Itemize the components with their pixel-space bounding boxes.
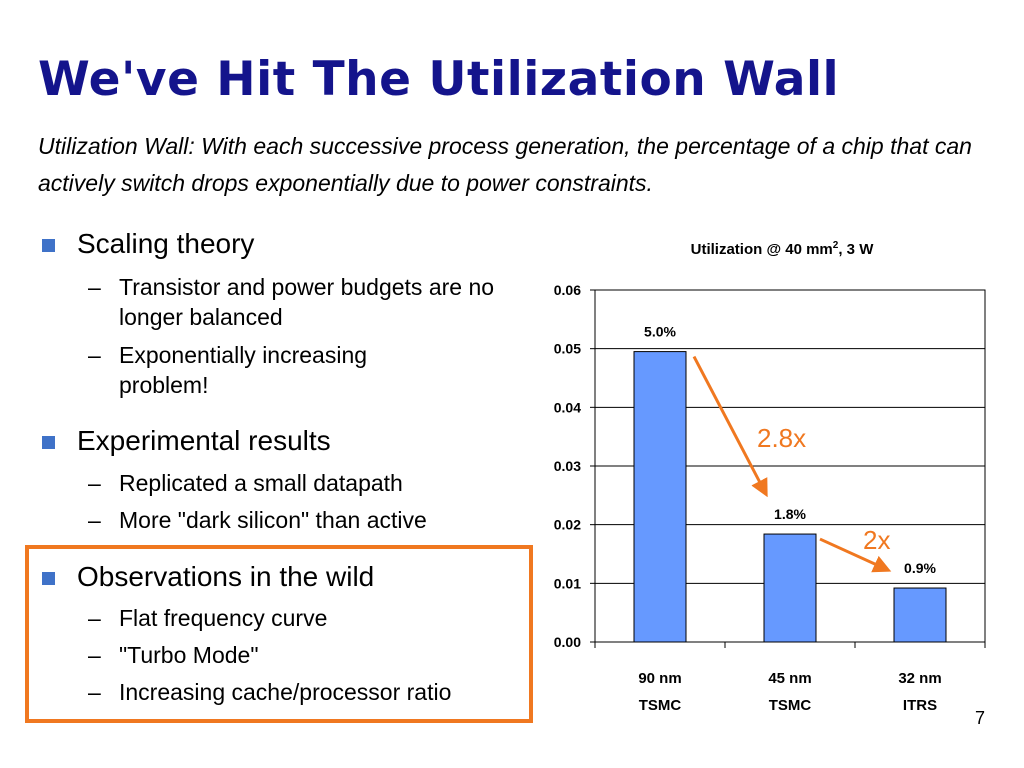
bullet-label: Scaling theory: [77, 228, 255, 259]
bullet-label: Observations in the wild: [77, 561, 375, 592]
sub-bullet-text: Exponentially increasing problem!: [119, 342, 368, 398]
chart-svg: Utilization @ 40 mm2, 3 W 0.00 0.01 0.02 0.0…: [554, 240, 986, 714]
sub-bullet-text: Increasing cache/processor ratio: [119, 679, 452, 705]
x-tick-label: 90 nm: [638, 670, 681, 687]
arrow-annotation: [819, 537, 892, 573]
page-number: 7: [975, 708, 986, 728]
dash-icon: –: [88, 642, 101, 668]
dash-icon: –: [88, 274, 101, 300]
y-tick-label: 0.02: [554, 517, 581, 533]
data-label: 5.0%: [644, 324, 676, 340]
bullet-square-icon: [42, 436, 55, 449]
x-tick-label: 32 nm: [898, 670, 941, 687]
x-tick-label: 45 nm: [768, 670, 811, 687]
slide-subtitle: Utilization Wall: With each successive p…: [38, 133, 972, 196]
chart-title: Utilization @ 40 mm2, 3 W: [691, 240, 875, 258]
y-tick-label: 0.00: [554, 634, 581, 650]
highlight-box: [25, 545, 533, 723]
bar: [633, 351, 687, 643]
y-tick-label: 0.06: [554, 282, 581, 298]
bar: [893, 587, 947, 643]
sub-bullet-text: Replicated a small datapath: [119, 470, 403, 496]
x-tick-sublabel: ITRS: [903, 697, 937, 714]
x-tick-sublabel: TSMC: [769, 697, 812, 714]
slide-title: We've Hit The Utilization Wall: [38, 52, 840, 107]
arrow-annotation: [692, 355, 768, 498]
dash-icon: –: [88, 679, 101, 705]
bullet-square-icon: [42, 239, 55, 252]
data-label: 0.9%: [904, 560, 936, 576]
y-tick-label: 0.05: [554, 341, 581, 357]
sub-bullet-text: "Turbo Mode": [119, 642, 259, 668]
sub-bullet-text: Flat frequency curve: [119, 605, 328, 631]
bullet-label: Experimental results: [77, 425, 331, 456]
annotation-label: 2x: [863, 525, 890, 555]
x-tick-sublabel: TSMC: [639, 697, 682, 714]
dash-icon: –: [88, 507, 101, 533]
bar: [763, 533, 817, 643]
utilization-chart: Utilization @ 40 mm2, 3 W 0.00 0.01 0.02 0.0…: [520, 225, 1020, 725]
annotation-label: 2.8x: [757, 423, 806, 453]
dash-icon: –: [88, 470, 101, 496]
dash-icon: –: [88, 342, 101, 368]
sub-bullet-text: Transistor and power budgets are no long…: [119, 274, 495, 330]
y-tick-label: 0.04: [554, 399, 581, 415]
dash-icon: –: [88, 605, 101, 631]
data-label: 1.8%: [774, 506, 806, 522]
bullet-square-icon: [42, 572, 55, 585]
y-tick-label: 0.03: [554, 458, 581, 474]
y-tick-label: 0.01: [554, 575, 581, 591]
sub-bullet-text: More "dark silicon" than active: [119, 507, 427, 533]
